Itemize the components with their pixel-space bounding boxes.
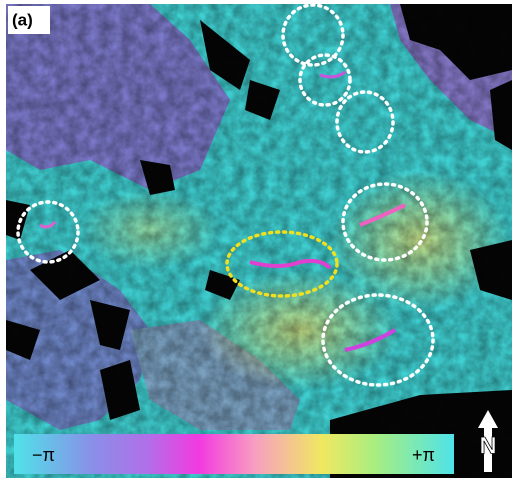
- colorbar-max-label: +π: [412, 445, 435, 465]
- image: [6, 4, 512, 478]
- figure: (a) −π +π N: [0, 0, 517, 487]
- interferogram-map: (a) −π +π N: [0, 0, 517, 487]
- colorbar: [14, 434, 454, 474]
- north-label: N: [479, 432, 496, 459]
- panel-label: (a): [12, 10, 33, 29]
- colorbar-min-label: −π: [32, 445, 55, 465]
